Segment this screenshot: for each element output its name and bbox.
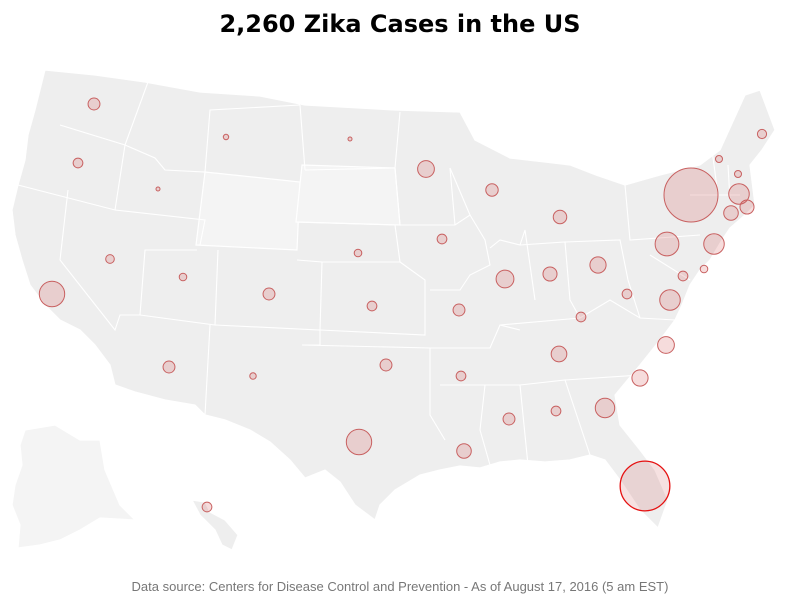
case-bubble-michigan: [552, 209, 568, 225]
case-bubble-florida: [619, 460, 671, 512]
case-bubble-mississippi: [502, 412, 516, 426]
case-bubble-kansas: [366, 300, 378, 312]
south-dakota-shape: [295, 164, 401, 226]
case-bubble-washington: [87, 97, 101, 111]
case-bubble-nebraska: [353, 248, 363, 258]
case-bubble-north-carolina: [657, 336, 675, 354]
hawaii-shape: [190, 499, 239, 551]
case-bubble-new-hampshire: [733, 169, 743, 179]
case-bubble-north-dakota: [347, 136, 353, 142]
case-bubble-nevada: [105, 254, 115, 264]
case-bubble-missouri: [452, 303, 466, 317]
case-bubble-oklahoma: [379, 358, 393, 372]
alaska-shape: [11, 424, 137, 549]
case-bubble-kentucky: [575, 311, 587, 323]
case-bubble-colorado: [262, 287, 276, 301]
case-bubble-montana: [222, 133, 230, 141]
state-shapes: [11, 69, 776, 551]
case-bubble-wisconsin: [485, 183, 499, 197]
case-bubble-minnesota: [417, 160, 435, 178]
map-title: 2,260 Zika Cases in the US: [219, 10, 581, 38]
case-bubble-ohio: [589, 256, 607, 274]
case-bubble-virginia: [659, 289, 681, 311]
case-bubble-idaho: [155, 186, 161, 192]
case-bubble-tennessee: [550, 345, 568, 363]
case-bubble-louisiana: [456, 443, 472, 459]
case-bubble-delaware: [699, 264, 709, 274]
case-bubble-oregon: [72, 157, 84, 169]
data-source-note: Data source: Centers for Disease Control…: [131, 579, 669, 594]
us-landmass: [11, 69, 776, 530]
case-bubble-arkansas: [455, 370, 467, 382]
case-bubble-iowa: [436, 233, 448, 245]
bubble-layer: [38, 97, 768, 513]
case-bubble-connecticut: [723, 205, 739, 221]
case-bubble-pennsylvania: [654, 231, 680, 257]
case-bubble-texas: [345, 428, 373, 456]
case-bubble-indiana: [542, 266, 558, 282]
case-bubble-california: [38, 280, 66, 308]
state-borders: [17, 81, 740, 466]
case-bubble-georgia: [594, 397, 616, 419]
case-bubble-massachusetts: [728, 183, 750, 205]
case-bubble-south-carolina: [631, 369, 649, 387]
case-bubble-maryland: [677, 270, 689, 282]
wyoming-shape: [195, 171, 301, 251]
case-bubble-new-jersey: [703, 233, 725, 255]
case-bubble-maine: [756, 128, 768, 140]
case-bubble-new-york: [663, 167, 719, 223]
case-bubble-west-virginia: [621, 288, 633, 300]
case-bubble-utah: [178, 272, 188, 282]
case-bubble-illinois: [495, 269, 515, 289]
case-bubble-alabama: [550, 405, 562, 417]
case-bubble-arizona: [162, 360, 176, 374]
case-bubble-hawaii: [201, 501, 213, 513]
case-bubble-vermont: [714, 154, 724, 164]
case-bubble-new-mexico: [249, 372, 257, 380]
